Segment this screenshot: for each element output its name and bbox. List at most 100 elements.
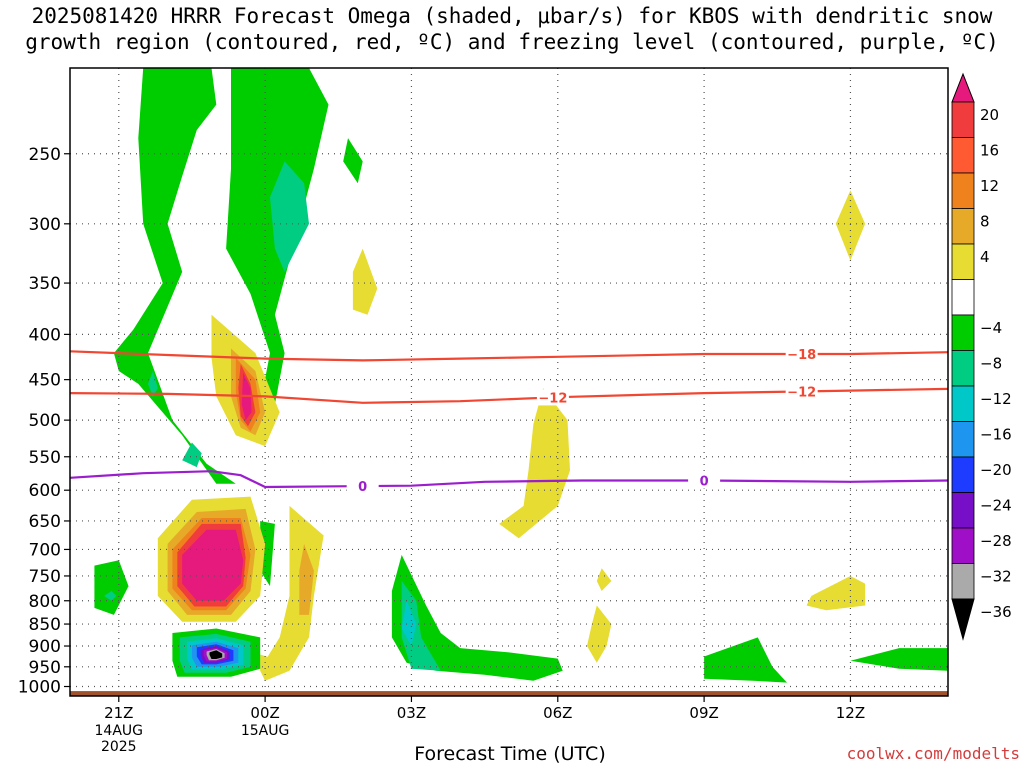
omega-region-descent-31: [596, 568, 612, 591]
colorbar-label-1: 16: [980, 142, 999, 160]
contour-minus18-label-bg-0: [785, 346, 818, 363]
x-tick-label-00Z: 00Z: [250, 704, 279, 722]
y-tick-label-800: 800: [29, 592, 61, 612]
colorbar-label-7: −12: [980, 390, 1012, 408]
omega-region-descent-27: [499, 388, 570, 539]
y-tick-label-300: 300: [29, 215, 61, 235]
colorbar-label-5: −4: [980, 319, 1002, 337]
colorbar-label-6: −8: [980, 355, 1002, 373]
omega-region-ascent-8: [260, 521, 275, 587]
x-tick-label-03Z: 03Z: [397, 704, 426, 722]
y-tick-label-700: 700: [29, 540, 61, 560]
omega-region-descent-24: [260, 505, 324, 681]
freezing-level-label-1: 0: [700, 474, 709, 489]
x-axis-label: Forecast Time (UTC): [414, 743, 606, 765]
omega-region-descent-23: [182, 529, 244, 601]
x-tick-label-06Z: 06Z: [543, 704, 572, 722]
omega-region-ascent-5: [343, 138, 363, 184]
y-tick-label-600: 600: [29, 481, 61, 501]
freezing-level-line: [69, 470, 949, 489]
omega-region-descent-30: [806, 576, 866, 611]
y-tick-label-450: 450: [29, 371, 61, 391]
terrain-rect: [70, 691, 948, 696]
chart-title-line-2: growth region (contoured, red, ºC) and f…: [25, 30, 999, 54]
omega-region-descent-28: [352, 248, 378, 315]
omega-region-ascent-1: [226, 68, 329, 443]
chart-title-line-1: 2025081420 HRRR Forecast Omega (shaded, …: [31, 4, 993, 28]
colorbar: 20 16 12 8 4 −4 −8 −12 −16 −20 −24 −28 −32 −36: [951, 72, 1012, 641]
colorbar-swatch-0: [951, 101, 975, 138]
y-tick-label-500: 500: [29, 411, 61, 431]
y-tick-label-350: 350: [29, 274, 61, 294]
contour-minus12-label-bg-1: [785, 383, 818, 400]
colorbar-swatch-3: [951, 208, 975, 245]
plot-axes: 2503003504004505005506006507007508008509…: [18, 67, 949, 755]
contour-minus12-label-0: −12: [538, 391, 567, 406]
colorbar-swatch-2: [951, 172, 975, 209]
omega-region-ascent-7: [104, 591, 117, 601]
x-tick-sublabel-00Z-0: 15AUG: [241, 723, 290, 739]
freezing-level-label-0: 0: [358, 480, 367, 495]
omega-region-ascent-11: [401, 600, 417, 646]
omega-shaded-regions: [94, 68, 948, 683]
colorbar-swatch-6: [951, 314, 975, 351]
plot-frame: [69, 67, 949, 697]
colorbar-swatch-9: [951, 421, 975, 458]
colorbar-label-10: −24: [980, 497, 1012, 515]
colorbar-label-3: 8: [980, 213, 990, 231]
y-tick-label-650: 650: [29, 512, 61, 532]
y-tick-label-750: 750: [29, 567, 61, 587]
x-tick-sublabel-21Z-0: 14AUG: [95, 723, 144, 739]
y-tick-label-950: 950: [29, 658, 61, 678]
omega-region-ascent-41: [209, 650, 223, 659]
x-tick-label-12Z: 12Z: [836, 704, 865, 722]
contour-minus12-label-bg-0: [536, 389, 569, 406]
omega-region-ascent-12: [704, 637, 787, 683]
freezing-level-label-bg-1: [688, 472, 721, 489]
colorbar-swatch-8: [951, 385, 975, 422]
colorbar-bottom-arrow: [951, 598, 975, 641]
freezing-level-label-bg-0: [346, 478, 379, 495]
colorbar-swatch-12: [951, 527, 975, 564]
y-tick-label-400: 400: [29, 325, 61, 345]
colorbar-swatch-10: [951, 456, 975, 493]
omega-region-ascent-2: [270, 161, 309, 272]
y-tick-label-250: 250: [29, 145, 61, 165]
colorbar-swatch-13: [951, 563, 975, 600]
colorbar-swatch-1: [951, 137, 975, 174]
x-tick-label-21Z: 21Z: [104, 704, 133, 722]
y-tick-label-900: 900: [29, 637, 61, 657]
contour-minus18-label-0: −18: [787, 348, 816, 363]
colorbar-swatch-11: [951, 492, 975, 529]
plot-grid: [70, 68, 948, 696]
colorbar-label-8: −16: [980, 426, 1012, 444]
credit-link[interactable]: coolwx.com/modelts: [846, 744, 1020, 763]
colorbar-label-0: 20: [980, 106, 999, 124]
omega-region-ascent-6: [94, 560, 129, 615]
colorbar-top-arrow: [951, 72, 975, 103]
colorbar-label-2: 12: [980, 177, 999, 195]
y-tick-label-550: 550: [29, 448, 61, 468]
contour-minus12-label-1: −12: [787, 385, 816, 400]
omega-region-descent-25: [299, 543, 314, 615]
colorbar-label-11: −28: [980, 532, 1012, 550]
omega-region-ascent-4: [148, 371, 158, 397]
colorbar-swatch-4: [951, 243, 975, 280]
omega-region-ascent-10: [401, 581, 441, 671]
colorbar-label-12: −32: [980, 568, 1012, 586]
omega-region-descent-32: [587, 605, 612, 663]
omega-region-descent-29: [835, 190, 866, 261]
terrain-band: [70, 691, 948, 696]
omega-region-ascent-9: [391, 554, 563, 681]
omega-region-ascent-0: [113, 68, 236, 484]
y-tick-label-850: 850: [29, 615, 61, 635]
temperature-contours: −18 −12 −12 0 0: [69, 346, 949, 495]
omega-region-ascent-3: [182, 442, 202, 468]
colorbar-swatch-7: [951, 350, 975, 387]
colorbar-label-9: −20: [980, 461, 1012, 479]
x-tick-label-09Z: 09Z: [689, 704, 718, 722]
colorbar-swatch-5: [951, 279, 975, 316]
x-tick-sublabel-21Z-1: 2025: [101, 739, 137, 755]
colorbar-label-13: −36: [980, 603, 1012, 621]
